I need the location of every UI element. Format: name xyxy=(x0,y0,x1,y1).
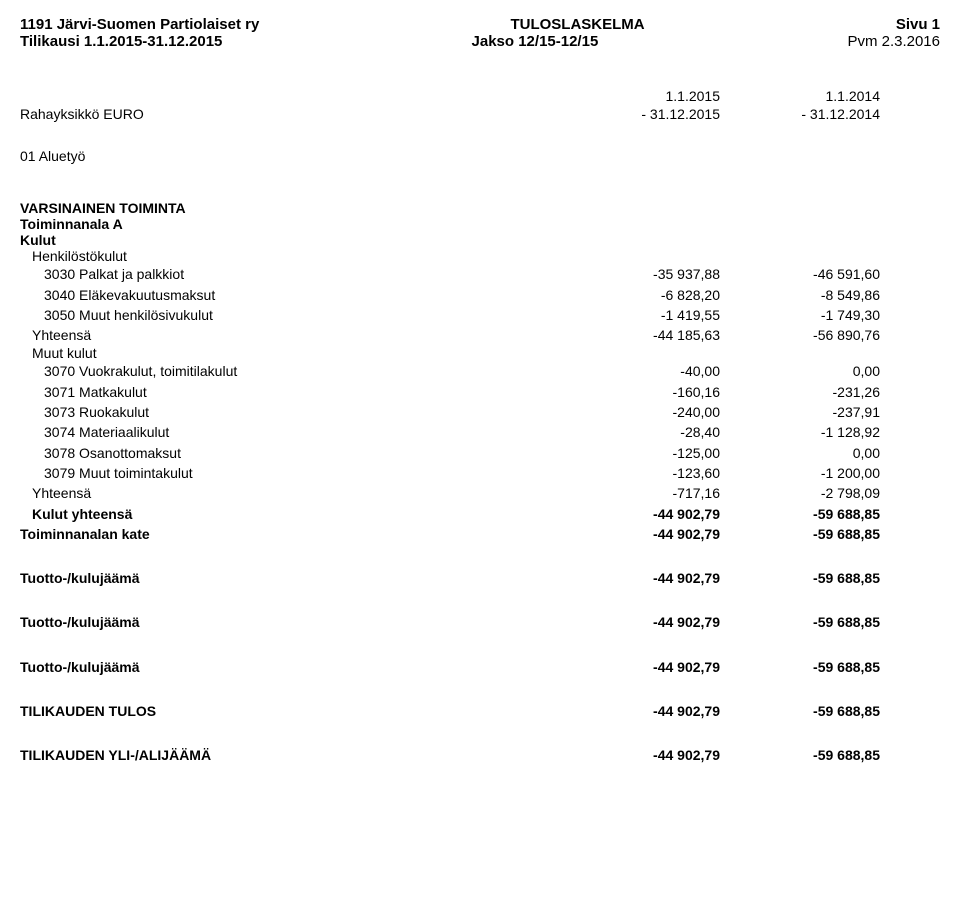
kulut-title: Kulut xyxy=(20,232,940,248)
line-3071: 3071 Matkakulut -160,16 -231,26 xyxy=(20,382,940,402)
line-3074: 3074 Materiaalikulut -28,40 -1 128,92 xyxy=(20,422,940,442)
col2-start: 1.1.2014 xyxy=(720,88,880,104)
tuotto-kulujaama-2: Tuotto-/kulujäämä -44 902,79 -59 688,85 xyxy=(20,612,940,632)
tuotto-kulujaama-3: Tuotto-/kulujäämä -44 902,79 -59 688,85 xyxy=(20,657,940,677)
column-header-row-1: 1.1.2015 1.1.2014 xyxy=(20,88,940,104)
org-name: 1191 Järvi-Suomen Partiolaiset ry xyxy=(20,16,259,33)
line-3050: 3050 Muut henkilösivukulut -1 419,55 -1 … xyxy=(20,305,940,325)
line-3073: 3073 Ruokakulut -240,00 -237,91 xyxy=(20,402,940,422)
henkilosto-title: Henkilöstökulut xyxy=(20,248,940,264)
col1-end: - 31.12.2015 xyxy=(560,104,720,124)
report-date: Pvm 2.3.2016 xyxy=(847,33,940,50)
currency-label: Rahayksikkö EURO xyxy=(20,104,560,124)
line-3070: 3070 Vuokrakulut, toimitilakulut -40,00 … xyxy=(20,361,940,381)
col2-end: - 31.12.2014 xyxy=(720,104,880,124)
column-header-row-2: Rahayksikkö EURO - 31.12.2015 - 31.12.20… xyxy=(20,104,940,124)
page-number: Sivu 1 xyxy=(896,16,940,33)
line-3079: 3079 Muut toimintakulut -123,60 -1 200,0… xyxy=(20,463,940,483)
tilikauden-yli-alijaama: TILIKAUDEN YLI-/ALIJÄÄMÄ -44 902,79 -59 … xyxy=(20,745,940,765)
line-3078: 3078 Osanottomaksut -125,00 0,00 xyxy=(20,443,940,463)
toiminnanala-title: Toiminnanala A xyxy=(20,216,940,232)
document-title: TULOSLASKELMA xyxy=(259,16,896,33)
header-row-1: 1191 Järvi-Suomen Partiolaiset ry TULOSL… xyxy=(20,16,940,33)
col1-start: 1.1.2015 xyxy=(560,88,720,104)
toiminnanalan-kate: Toiminnanalan kate -44 902,79 -59 688,85 xyxy=(20,524,940,544)
tuotto-kulujaama-1: Tuotto-/kulujäämä -44 902,79 -59 688,85 xyxy=(20,568,940,588)
muut-kulut-title: Muut kulut xyxy=(20,345,940,361)
yhteensa-2: Yhteensä -717,16 -2 798,09 xyxy=(20,483,940,503)
header-row-2: Tilikausi 1.1.2015-31.12.2015 Jakso 12/1… xyxy=(20,33,940,50)
fiscal-period: Tilikausi 1.1.2015-31.12.2015 xyxy=(20,33,222,50)
tilikauden-tulos: TILIKAUDEN TULOS -44 902,79 -59 688,85 xyxy=(20,701,940,721)
report-period: Jakso 12/15-12/15 xyxy=(222,33,847,50)
yhteensa-1: Yhteensä -44 185,63 -56 890,76 xyxy=(20,325,940,345)
line-3030: 3030 Palkat ja palkkiot -35 937,88 -46 5… xyxy=(20,264,940,284)
line-3040: 3040 Eläkevakuutusmaksut -6 828,20 -8 54… xyxy=(20,285,940,305)
section-code: 01 Aluetyö xyxy=(20,148,940,164)
kulut-yhteensa: Kulut yhteensä -44 902,79 -59 688,85 xyxy=(20,504,940,524)
varsinainen-title: VARSINAINEN TOIMINTA xyxy=(20,200,940,216)
